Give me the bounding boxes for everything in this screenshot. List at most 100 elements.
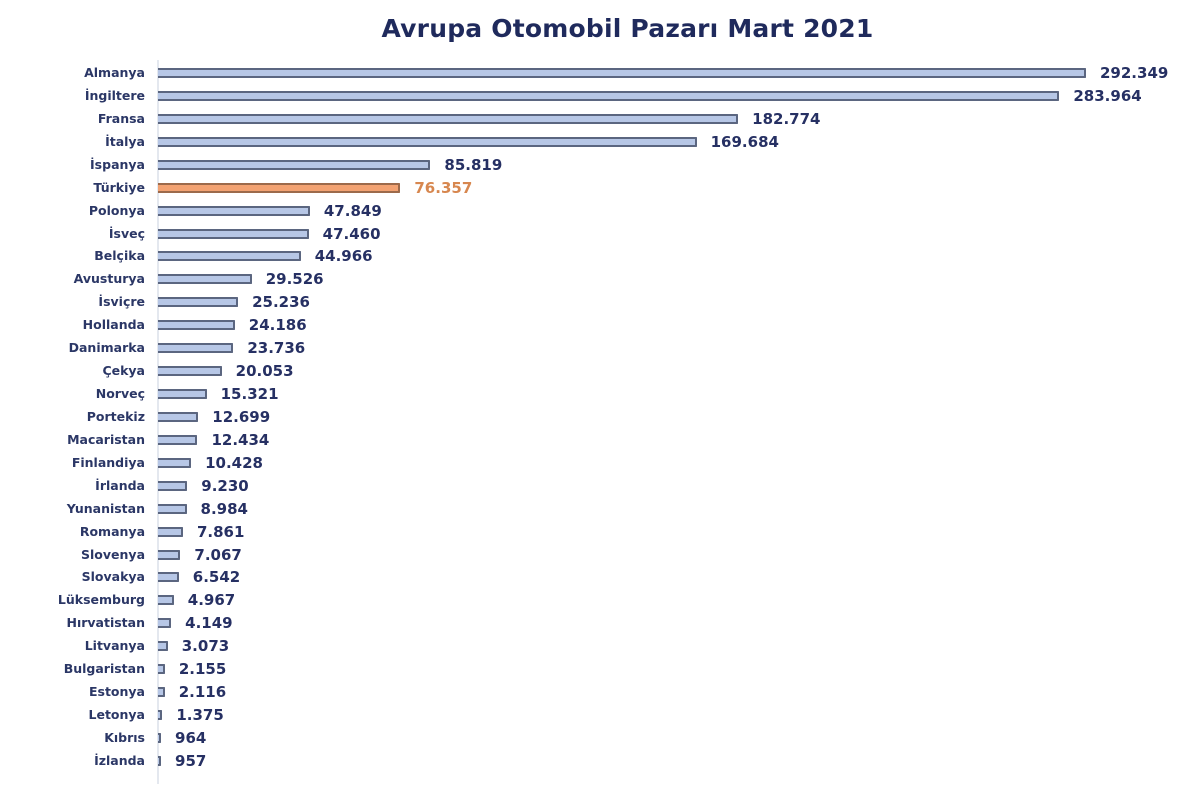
bar-row: İtalya 169.684 [0,132,1200,154]
category-label: İspanya [90,156,145,172]
bar [158,251,301,262]
bar [158,710,163,721]
bar-row: Bulgaristan 2.155 [0,659,1200,681]
bar-row: Almanya 292.349 [0,63,1200,85]
bar [158,366,222,377]
value-label: 25.236 [252,293,310,312]
category-label: Çekya [102,363,145,379]
value-label: 292.349 [1100,64,1169,82]
category-label: Kıbrıs [104,729,145,745]
category-label: Hollanda [82,317,145,333]
value-label: 20.053 [235,362,294,381]
bar-row: Fransa 182.774 [0,109,1200,131]
category-label: Fransa [97,110,145,126]
value-label: 8.984 [200,499,248,518]
bar-row: İrlanda 9.230 [0,476,1200,498]
highlighted-bar [158,182,401,193]
value-label: 3.073 [181,637,230,656]
category-label: Romanya [79,523,145,539]
bar [158,664,165,675]
category-label: İsveç [108,225,145,241]
bar-row: Letonya 1.375 [0,705,1200,727]
category-label: Bulgaristan [63,661,145,677]
value-label: 9.230 [201,476,249,495]
value-label: 44.966 [314,247,373,266]
category-label: Türkiye [93,179,145,195]
value-label: 47.849 [323,201,382,220]
bar-row: Hırvatistan 4.149 [0,613,1200,635]
category-label: İtalya [105,133,145,149]
value-label: 2.155 [178,660,227,679]
value-label: 7.861 [196,522,245,541]
bar-row: Belçika 44.966 [0,246,1200,268]
bar-row: İzlanda 957 [0,751,1200,773]
bar-row: Çekya 20.053 [0,361,1200,383]
category-label: İsviçre [98,294,145,310]
bar [158,618,172,629]
category-label: Norveç [95,386,145,402]
bar [158,343,234,354]
category-label: Finlandiya [71,454,145,470]
bar-row: Norveç 15.321 [0,384,1200,406]
bar [158,457,192,468]
bar [158,434,198,445]
value-label: 24.186 [248,316,307,335]
value-label: 4.149 [185,614,233,633]
bar-row: Estonya 2.116 [0,682,1200,704]
bar [158,136,697,147]
category-label: Yunanistan [66,500,145,516]
bar-row: Macaristan 12.434 [0,430,1200,452]
bar-row: Polonya 47.849 [0,201,1200,223]
category-label: Macaristan [67,431,145,447]
bar-row: İngiltere 283.964 [0,86,1200,108]
bar [158,159,431,170]
category-label: İrlanda [95,477,145,493]
category-label: Avusturya [73,271,145,287]
bar [158,503,187,514]
category-label: İzlanda [94,752,145,768]
bar-row: Romanya 7.861 [0,522,1200,544]
value-label: 12.699 [212,407,271,426]
bar-row: İsviçre 25.236 [0,292,1200,314]
bar-row: Danimarka 23.736 [0,338,1200,360]
bar-row: Hollanda 24.186 [0,315,1200,337]
value-label: 957 [175,751,207,770]
category-label: Belçika [94,248,145,264]
value-label: 169.684 [710,132,779,151]
bar [158,411,199,422]
value-label: 7.067 [194,545,242,564]
value-label: 85.819 [444,155,503,174]
bar [158,572,179,583]
value-label: 182.774 [752,109,821,128]
category-label: Lüksemburg [57,592,145,608]
category-label: Portekiz [86,408,145,424]
value-label: 2.116 [178,683,227,702]
category-label: İngiltere [84,87,145,103]
bar [158,90,1060,101]
bar-row: Portekiz 12.699 [0,407,1200,429]
bar-row: Slovakya 6.542 [0,567,1200,589]
bar [158,755,162,766]
bar [158,526,183,537]
value-label: 1.375 [176,706,224,725]
value-label: 964 [175,728,207,747]
y-axis-line [157,60,159,784]
bar-row: Kıbrıs 964 [0,728,1200,750]
category-label: Litvanya [84,638,145,654]
bar [158,687,165,698]
chart-title: Avrupa Otomobil Pazarı Mart 2021 [381,14,874,43]
value-label: 47.460 [322,224,381,243]
bar [158,595,174,606]
bar-row: Finlandiya 10.428 [0,453,1200,475]
bar [158,274,252,285]
value-label: 10.428 [205,453,263,472]
bar [158,480,188,491]
bar-row: Türkiye 76.357 [0,178,1200,200]
category-label: Danimarka [68,340,145,356]
bar-row: İspanya 85.819 [0,155,1200,177]
category-label: Polonya [88,202,145,218]
category-label: Almanya [84,65,145,80]
bar [158,205,310,216]
value-label: 76.357 [414,178,473,197]
bar-row: Slovenya 7.067 [0,545,1200,567]
